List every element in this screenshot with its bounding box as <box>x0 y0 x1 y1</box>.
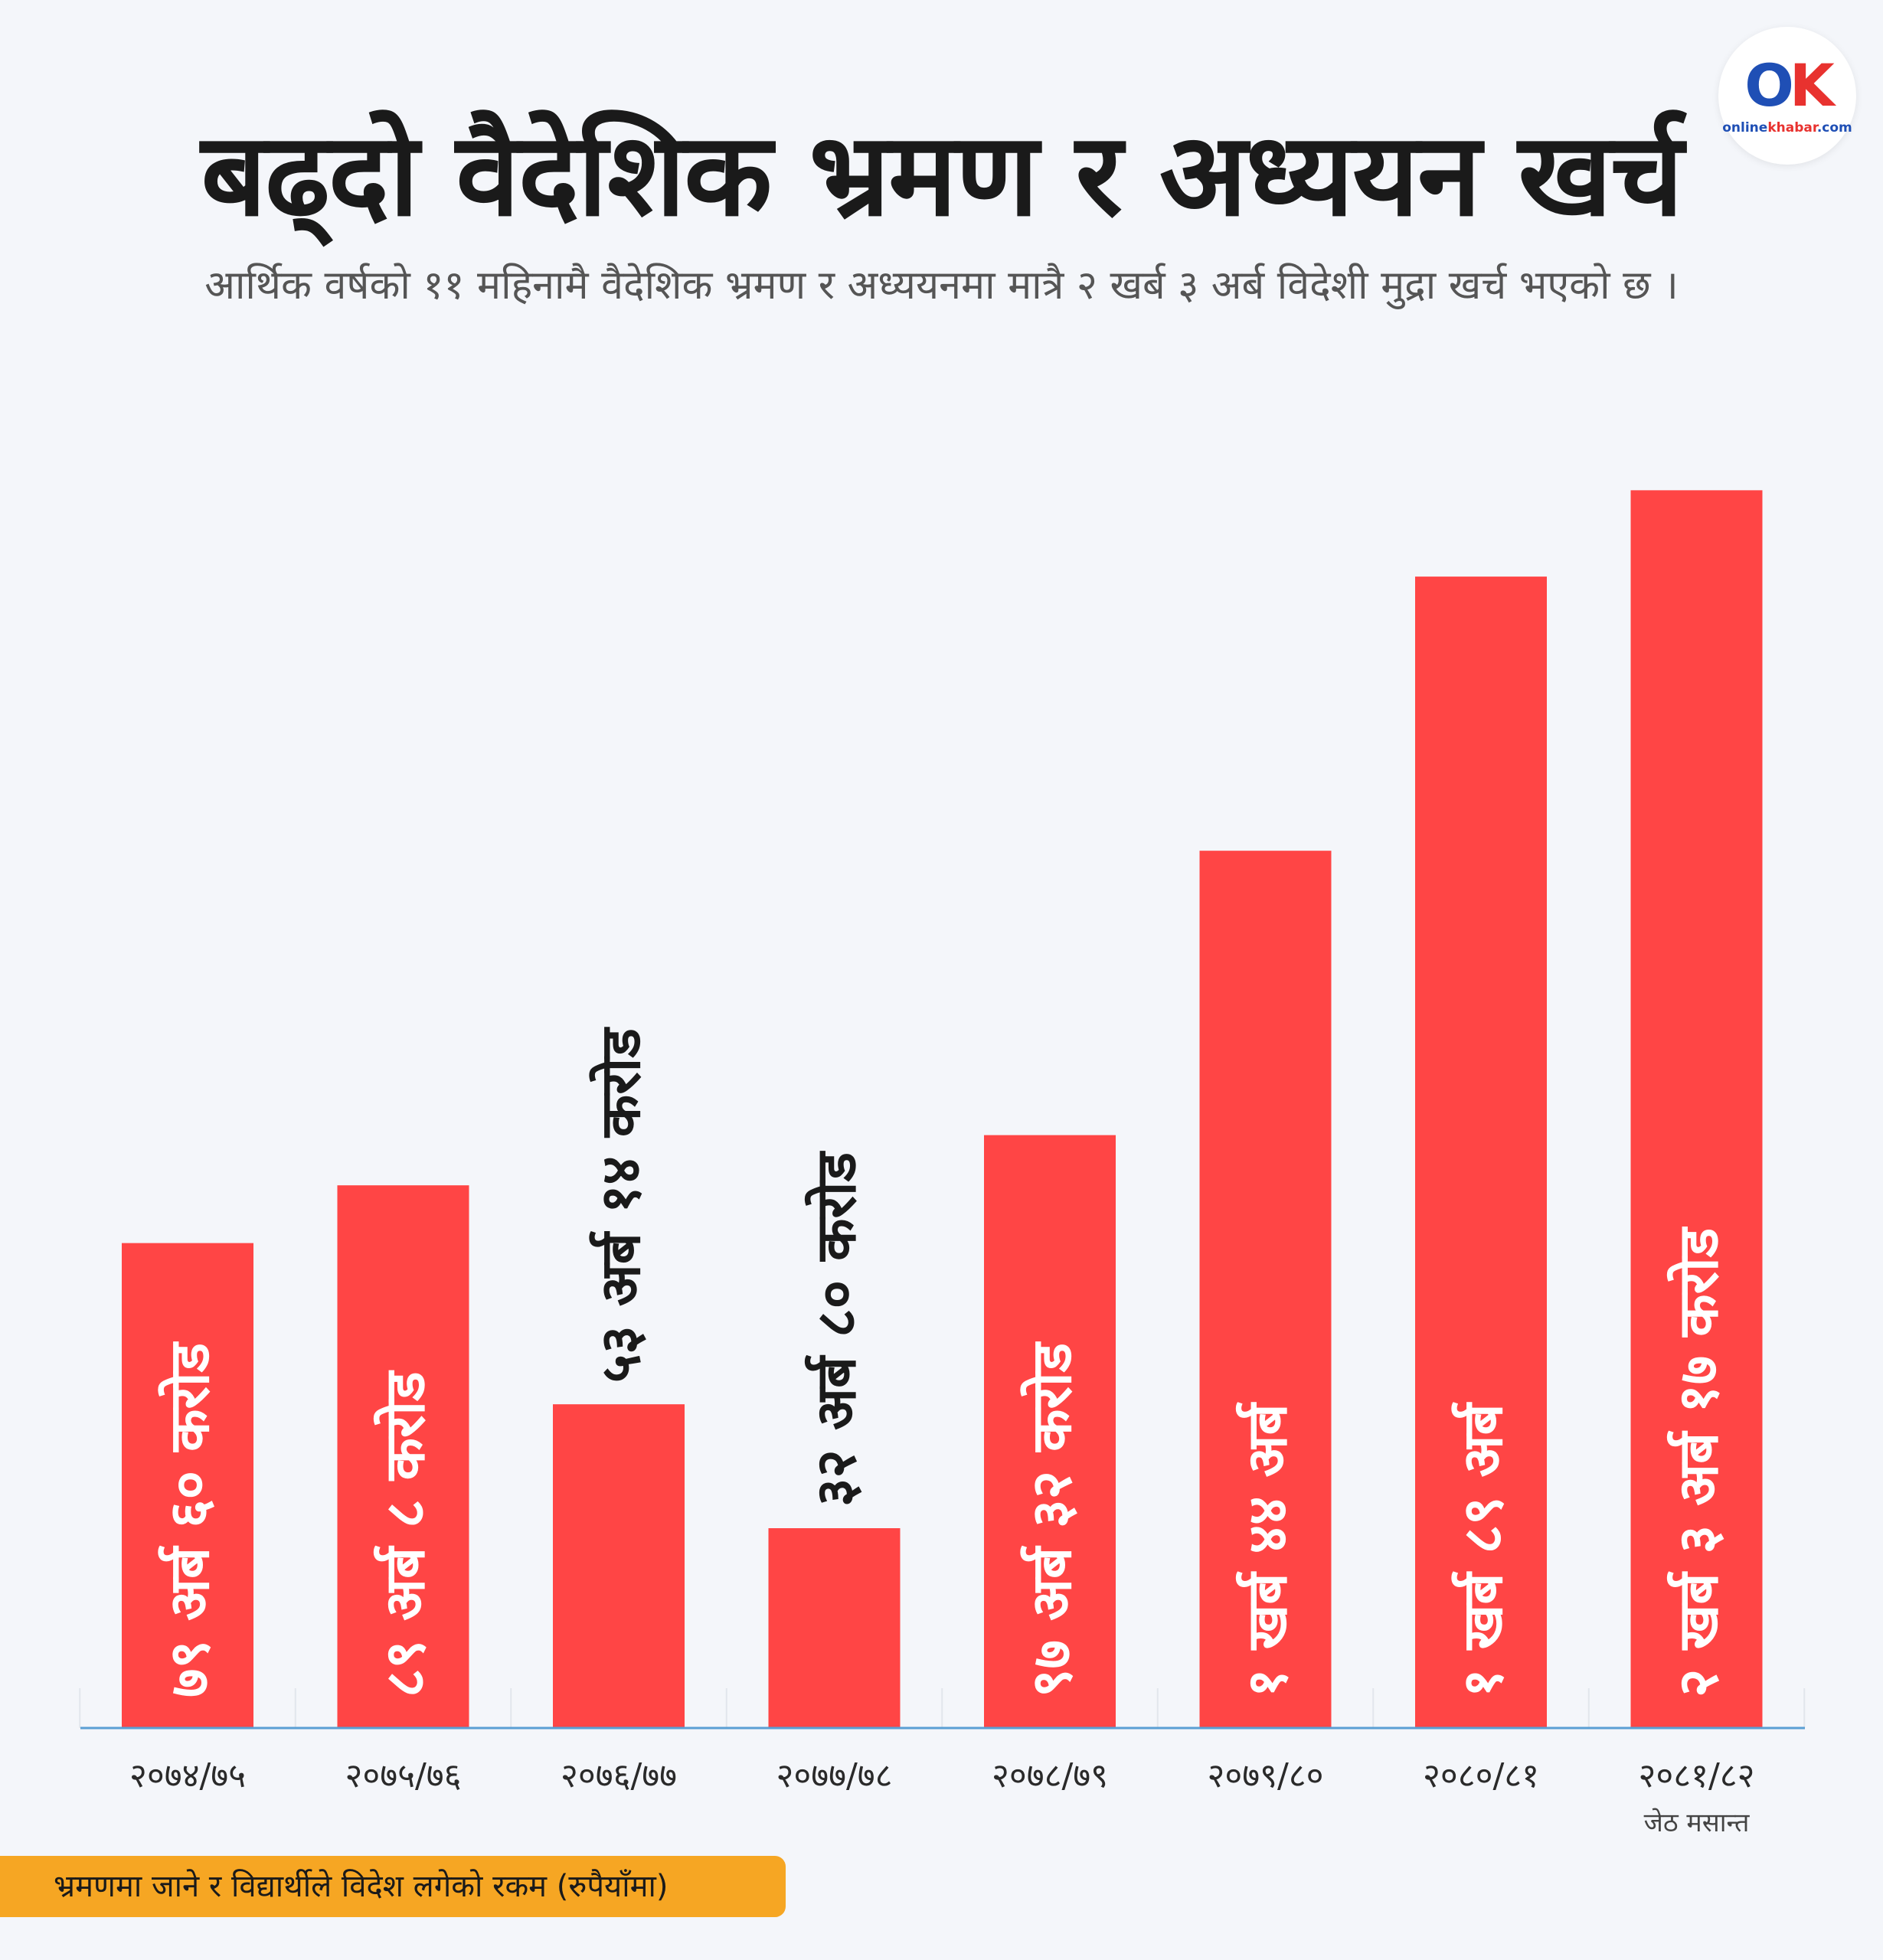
source-note: भ्रमणमा जाने र विद्यार्थीले विदेश लगेको … <box>0 1856 786 1917</box>
x-tick-label: २०८०/८१ <box>1423 1756 1539 1795</box>
bar-value-label: १ खर्ब ८९ अर्ब <box>1450 1401 1515 1697</box>
x-tick-label: २०७५/७६ <box>345 1756 461 1795</box>
bar <box>984 1135 1116 1728</box>
x-tick-label: २०७६/७७ <box>561 1756 677 1795</box>
bar-value-label: ३२ अर्ब ८० करोड <box>804 1151 868 1507</box>
onlinekhabar-logo: OK onlinekhabar.com <box>1718 27 1856 165</box>
bar <box>1199 851 1332 1728</box>
logo-mark: OK <box>1744 51 1835 119</box>
bar-value-label: ५३ अर्ब १४ करोड <box>588 1027 652 1383</box>
x-tick-label: २०७७/७८ <box>776 1756 892 1795</box>
bar <box>122 1243 253 1728</box>
bar <box>1415 577 1547 1728</box>
bar-value-label: ८९ अर्ब ८ करोड <box>373 1370 437 1697</box>
bar <box>553 1404 685 1728</box>
chart-subtitle: आर्थिक वर्षको ११ महिनामै वैदेशिक भ्रमण र… <box>204 263 1679 309</box>
bar <box>337 1185 469 1728</box>
bar-value-label: ९७ अर्ब ३२ करोड <box>1019 1341 1084 1697</box>
x-tick-note: जेठ मसान्त <box>1644 1808 1750 1838</box>
logo-wordmark: onlinekhabar.com <box>1722 120 1852 136</box>
x-tick-label: २०७९/८० <box>1207 1756 1323 1795</box>
bar-value-label: २ खर्ब ३ अर्ब १७ करोड <box>1666 1226 1731 1697</box>
bar <box>1630 490 1763 1728</box>
bar-value-label: ७९ अर्ब ६० करोड <box>157 1341 221 1697</box>
chart-title: बढ्दो वैदेशिक भ्रमण र अध्ययन खर्च <box>201 109 1684 242</box>
bar-value-label: १ खर्ब ४४ अर्ब <box>1235 1401 1299 1697</box>
x-tick-label: २०७८/७९ <box>992 1756 1108 1795</box>
x-tick-label: २०७४/७५ <box>129 1756 246 1795</box>
x-tick-label: २०८१/८२ <box>1638 1756 1754 1795</box>
bar <box>768 1528 901 1728</box>
